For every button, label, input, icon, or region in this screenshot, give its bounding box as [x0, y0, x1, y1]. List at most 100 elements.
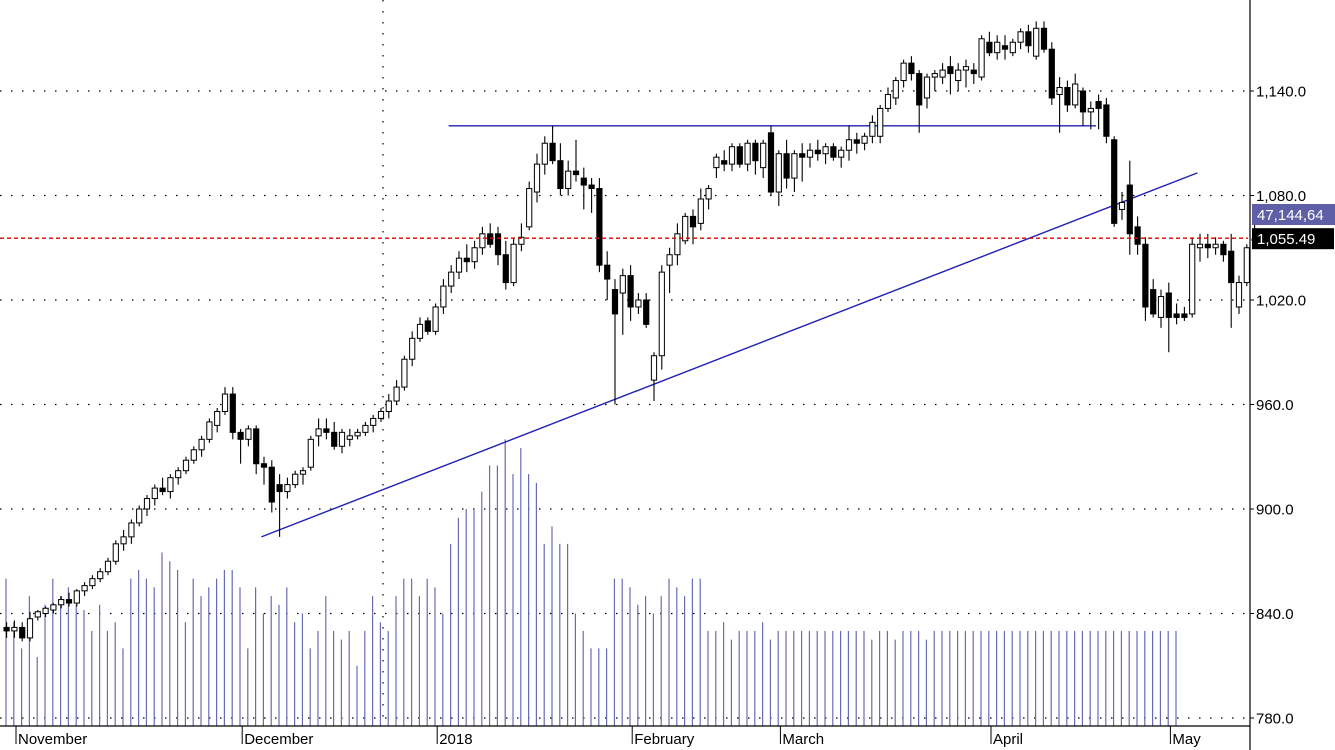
candle-up	[931, 73, 938, 78]
candle-up	[884, 93, 892, 109]
candle-up	[182, 459, 190, 472]
volume-badge-label: 47,144,64	[1257, 207, 1324, 224]
candle-up	[214, 410, 221, 426]
candle-down	[627, 275, 634, 308]
candle-up	[455, 257, 463, 273]
candle-up	[838, 149, 845, 158]
candle-down	[323, 428, 330, 433]
gridlines	[0, 0, 1248, 726]
candle-up	[744, 142, 751, 165]
candle-up	[284, 484, 291, 493]
candle-up	[112, 543, 119, 562]
candle-up	[167, 477, 174, 493]
candle-up	[1243, 247, 1250, 284]
candle-down	[494, 233, 502, 256]
candle-up	[315, 428, 322, 437]
candle-down	[1134, 226, 1141, 245]
candle-down	[19, 626, 26, 639]
candle-down	[596, 188, 603, 266]
candle-down	[799, 153, 806, 158]
y-tick-label: 780.0	[1256, 711, 1294, 728]
x-tick-label: November	[18, 731, 87, 748]
candle-up	[877, 107, 884, 137]
candle-down	[1142, 243, 1149, 308]
candle-down	[1064, 87, 1071, 106]
candle-up	[151, 487, 158, 500]
candle-up	[479, 233, 486, 249]
y-tick-label: 960.0	[1256, 397, 1294, 414]
candle-up	[104, 560, 112, 573]
candle-up	[1087, 107, 1094, 113]
candle-down	[611, 289, 619, 315]
candle-up	[510, 243, 517, 284]
candle-up	[533, 163, 541, 193]
candle-up	[354, 431, 361, 437]
candle-up	[221, 393, 229, 412]
candle-down	[643, 299, 650, 325]
candle-down	[830, 146, 837, 158]
candle-up	[307, 438, 314, 468]
candle-up	[190, 449, 197, 461]
candle-down	[1220, 243, 1227, 256]
candle-down	[736, 146, 743, 165]
candle-up	[713, 156, 720, 169]
candle-up	[1033, 27, 1040, 57]
y-tick-label: 1,020.0	[1256, 293, 1306, 310]
candle-up	[1009, 41, 1016, 54]
candle-up	[806, 149, 814, 158]
candle-up	[206, 421, 213, 440]
candle-up	[705, 188, 712, 200]
candle-up	[292, 473, 299, 486]
candle-up	[58, 599, 65, 606]
candle-down	[463, 257, 470, 263]
volume-badge	[1252, 204, 1335, 225]
candle-up	[845, 139, 853, 151]
candle-down	[908, 62, 915, 75]
candle-up	[939, 69, 946, 78]
candle-down	[229, 393, 236, 433]
candle-up	[1017, 31, 1024, 43]
candle-up	[978, 38, 985, 78]
candle-down	[65, 599, 73, 604]
candle-down	[1025, 31, 1032, 47]
candle-up	[900, 62, 907, 82]
candle-up	[370, 417, 377, 426]
candle-up	[128, 522, 135, 538]
price-badge	[1252, 228, 1334, 250]
candle-down	[970, 69, 977, 75]
candle-down	[1126, 184, 1133, 235]
candle-up	[89, 578, 96, 587]
candle-up	[682, 215, 689, 242]
candle-up	[541, 142, 548, 165]
candle-down	[767, 132, 775, 193]
candle-up	[775, 153, 782, 193]
candle-down	[721, 160, 728, 165]
candle-up	[892, 80, 899, 99]
candle-up	[518, 236, 525, 245]
candle-up	[338, 431, 346, 447]
candle-down	[424, 320, 431, 332]
candle-down	[1040, 27, 1048, 50]
candle-down	[1111, 139, 1118, 224]
candle-up	[175, 470, 182, 479]
candle-up	[1118, 201, 1126, 210]
trendlines	[261, 125, 1198, 538]
candle-down	[268, 466, 275, 503]
candle-up	[1056, 87, 1063, 95]
x-tick-label: December	[244, 731, 313, 748]
candle-down	[549, 142, 556, 162]
candle-up	[1212, 243, 1219, 249]
candle-up	[97, 571, 104, 580]
candle-up	[120, 536, 127, 545]
x-tick-label: March	[782, 731, 824, 748]
candle-up	[440, 285, 447, 308]
candle-up	[697, 198, 704, 224]
time-axis: November December 2018 February March April Ma…	[0, 725, 1250, 748]
candle-up	[791, 153, 798, 179]
x-tick-label: February	[634, 731, 695, 748]
y-tick-label: 1,140.0	[1256, 84, 1306, 101]
candle-up	[81, 585, 88, 592]
candle-down	[752, 142, 759, 162]
candle-up	[299, 470, 307, 475]
